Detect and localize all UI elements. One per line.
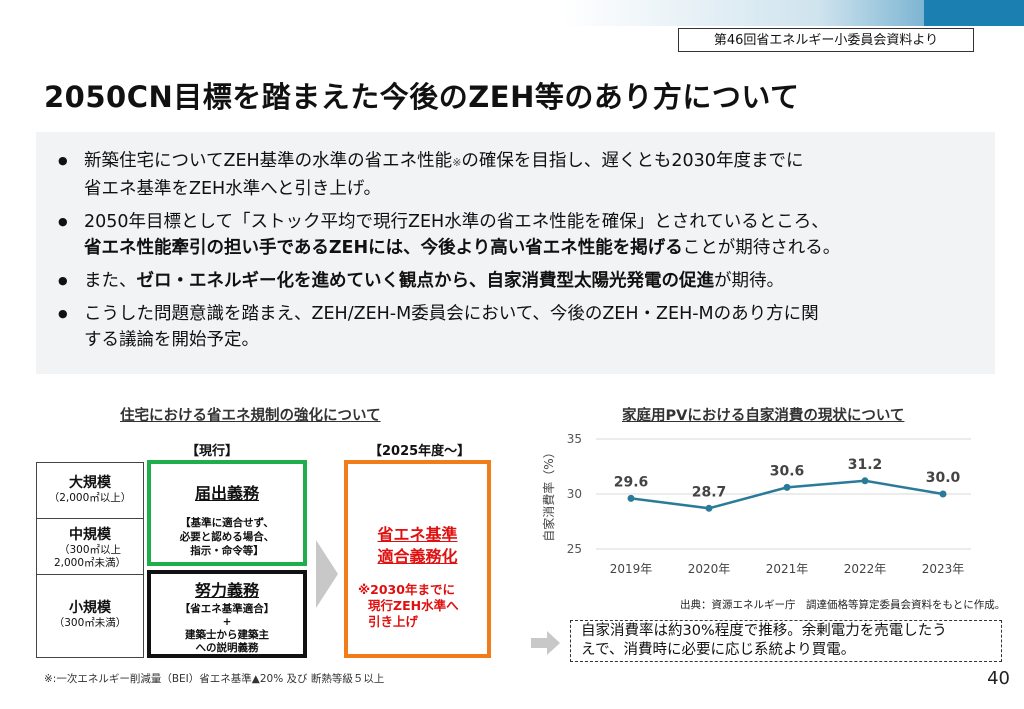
data-point-2020年 [705,504,713,512]
effort-duty-line1: 【省エネ基準適合】 [179,603,275,615]
mandatory-note-line1: ※2030年までに [358,582,455,597]
data-label-2019年: 29.6 [614,474,649,490]
data-point-2019年 [627,494,635,502]
chevron-right-icon [316,540,338,608]
data-label-2023年: 30.0 [926,470,961,486]
y-axis-label: 自家消費率（%） [541,446,556,541]
data-point-2022年 [861,477,869,485]
effort-duty-line4: への説明義務 [195,642,259,654]
top-banner [0,0,1024,26]
y-tick-label-30: 30 [567,487,582,501]
effort-duty-box: 努力義務 【省エネ基準適合】 + 建築士から建築主 への説明義務 [147,570,307,658]
row-large-sub: （2,000㎡以上） [48,492,132,504]
bullet-2-text-c: ことが期待される。 [682,238,841,258]
x-tick-label-2020年: 2020年 [688,562,731,576]
bullet-3-text-c: が期待。 [714,271,784,291]
page-number: 40 [987,668,1010,689]
row-small: 小規模 （300㎡未満） [37,575,143,657]
effort-duty-line3: 建築士から建築主 [185,629,269,641]
column-header-current: 【現行】 [186,444,239,459]
mandatory-title-line1: 省エネ基準 [377,525,458,544]
bullet-3-bold: ゼロ・エネルギー化を進めていく観点から、自家消費型太陽光発電の促進 [136,271,715,291]
bullet-item-2: 2050年目標として「ストック平均で現行ZEH水準の省エネ性能を確保」とされてい… [58,209,995,261]
row-medium-sub1: （300㎡以上 [58,544,122,556]
source-label: 第46回省エネルギー小委員会資料より [678,28,974,52]
row-medium: 中規模 （300㎡以上 2,000㎡未満） [37,519,143,575]
mandatory-note-line2: 現行ZEH水準へ [368,598,459,613]
row-medium-sub2: 2,000㎡未満） [53,557,127,569]
summary-callout-line1: 自家消費率は約30%程度で推移。余剰電力を売電したう [581,623,947,639]
self-consumption-line-chart: 自家消費率（%） 25 30 35 29.6 2019年 28.7 2020年 30.6 2021… [541,432,971,576]
bullet-item-4: こうした問題意識を踏まえ、ZEH/ZEH-M委員会において、今後のZEH・ZEH… [58,301,995,353]
x-tick-label-2022年: 2022年 [844,562,887,576]
y-tick-label-35: 35 [567,432,582,446]
bullet-2-bold: 省エネ性能牽引の担い手であるZEHには、今後より高い省エネ性能を掲げる [84,238,683,258]
bullet-4-text-a: こうした問題意識を踏まえ、ZEH/ZEH-M委員会において、今後のZEH・ZEH… [84,304,819,324]
mandatory-title-line2: 適合義務化 [377,547,458,566]
data-point-2021年 [783,483,791,491]
data-point-2023年 [939,490,947,498]
row-large-label: 大規模 [69,475,111,491]
row-small-sub: （300㎡未満） [53,617,127,629]
summary-callout: 自家消費率は約30%程度で推移。余剰電力を売電したう えで、消費時に必要に応じ系… [570,620,1002,662]
bullet-item-3: また、ゼロ・エネルギー化を進めていく観点から、自家消費型太陽光発電の促進が期待。 [58,268,995,294]
row-small-label: 小規模 [69,600,111,616]
bullet-4-text-c: する議論を開始予定。 [84,330,259,350]
bullet-list: 新築住宅についてZEH基準の水準の省エネ性能※の確保を目指し、遅くとも2030年… [36,132,995,353]
mandatory-note-line3: 引き上げ [368,614,419,629]
data-label-2020年: 28.7 [692,484,727,500]
bullet-1-text-c: 省エネ基準をZEH水準へと引き上げ。 [84,179,381,199]
row-large: 大規模 （2,000㎡以上） [37,463,143,519]
notification-duty-line2: 必要と認める場合、 [179,531,275,543]
page-title: 2050CN目標を踏まえた今後のZEH等のあり方について [44,80,800,114]
building-size-table: 大規模 （2,000㎡以上） 中規模 （300㎡以上 2,000㎡未満） 小規模… [36,462,144,658]
notification-duty-box: 届出義務 【基準に適合せず、 必要と認める場合、 指示・命令等】 [147,460,307,566]
summary-callout-line2: えで、消費時に必要に応じ系統より買電。 [581,642,856,658]
effort-duty-line2: + [222,616,232,628]
effort-duty-title: 努力義務 [194,581,259,600]
x-tick-label-2021年: 2021年 [766,562,809,576]
row-medium-label: 中規模 [69,527,111,543]
bullet-item-1: 新築住宅についてZEH基準の水準の省エネ性能※の確保を目指し、遅くとも2030年… [58,148,995,202]
mandatory-compliance-box: 省エネ基準 適合義務化 ※2030年までに 現行ZEH水準へ 引き上げ [344,460,491,658]
x-tick-label-2023年: 2023年 [922,562,965,576]
top-banner-accent [924,0,1024,26]
bullet-1-text-a: 新築住宅についてZEH基準の水準の省エネ性能 [84,151,453,171]
y-tick-label-25: 25 [567,542,582,556]
citation: 出典：資源エネルギー庁 調達価格等算定委員会資料をもとに作成。 [680,599,1006,611]
x-tick-label-2019年: 2019年 [610,562,653,576]
bullet-3-text-a: また、 [84,271,137,291]
arrow-right-icon [531,631,560,655]
summary-panel: 新築住宅についてZEH基準の水準の省エネ性能※の確保を目指し、遅くとも2030年… [36,132,995,374]
bullet-1-note: ※ [452,156,462,169]
notification-duty-title: 届出義務 [194,484,259,503]
footnote: ※:一次エネルギー削減量（BEI）省エネ基準▲20% 及び 断熱等級５以上 [44,673,385,685]
bullet-2-text-a: 2050年目標として「ストック平均で現行ZEH水準の省エネ性能を確保」とされてい… [84,212,829,232]
notification-duty-line1: 【基準に適合せず、 [180,517,274,529]
notification-duty-line3: 指示・命令等】 [190,545,264,557]
column-header-future: 【2025年度～】 [369,444,471,459]
bullet-1-text-b: の確保を目指し、遅くとも2030年度までに [461,151,804,171]
left-section-title: 住宅における省エネ規制の強化について [120,408,381,424]
right-section-title: 家庭用PVにおける自家消費の現状について [622,408,905,424]
data-label-2022年: 31.2 [848,457,883,473]
data-label-2021年: 30.6 [770,463,805,479]
